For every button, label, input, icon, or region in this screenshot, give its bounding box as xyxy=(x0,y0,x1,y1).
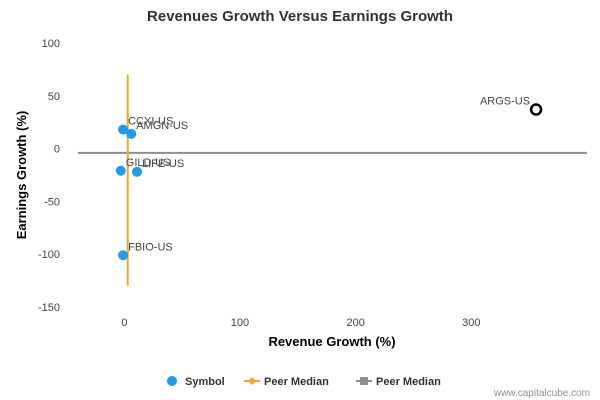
point-label: GILD-US xyxy=(126,157,171,169)
x-tick-label: 300 xyxy=(462,317,480,329)
point-args-us xyxy=(529,103,543,116)
legend-label: Symbol xyxy=(185,376,225,388)
point-gild-us xyxy=(115,165,126,176)
chart-title: Revenues Growth Versus Earnings Growth xyxy=(147,8,453,25)
point-label: AMGN-US xyxy=(136,120,188,132)
x-tick-label: 100 xyxy=(231,317,249,329)
point-label: CCXI-US xyxy=(128,116,173,128)
legend-diamond-marker xyxy=(248,377,256,385)
legend-symbol-marker xyxy=(167,376,177,386)
legend-label: Peer Median xyxy=(376,376,441,388)
x-tick-label: 0 xyxy=(121,317,127,329)
point-label: LIFE-US xyxy=(142,158,184,170)
point-ccxi-us xyxy=(118,124,129,135)
y-tick-label: 100 xyxy=(42,38,60,50)
x-tick-label: 200 xyxy=(346,317,364,329)
legend-square-marker xyxy=(360,377,368,385)
point-label: ARGS-US xyxy=(480,96,530,108)
point-life-us xyxy=(131,166,142,177)
y-tick-label: -150 xyxy=(38,302,60,314)
y-tick-label: 0 xyxy=(54,144,60,156)
point-amgn-us xyxy=(126,128,137,139)
y-axis-title: Earnings Growth (%) xyxy=(14,111,29,240)
credit-text: www.capitalcube.com xyxy=(493,388,590,399)
y-tick-label: -50 xyxy=(44,196,60,208)
point-label: FBIO-US xyxy=(128,241,173,253)
y-tick-label: 50 xyxy=(48,91,60,103)
x-axis-title: Revenue Growth (%) xyxy=(268,334,395,349)
legend-label: Peer Median xyxy=(264,376,329,388)
y-tick-label: -100 xyxy=(38,249,60,261)
point-fbio-us xyxy=(118,250,129,261)
